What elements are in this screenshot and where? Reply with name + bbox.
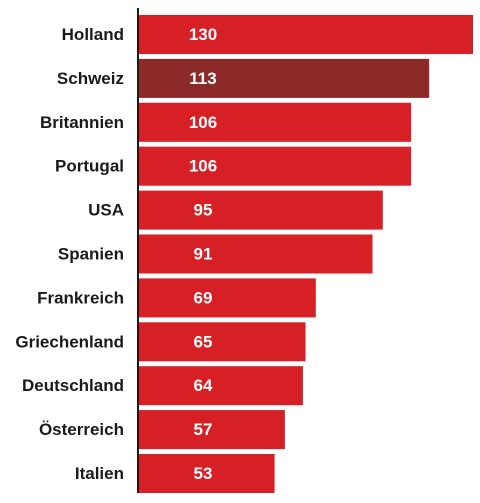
- bar-usa: [138, 190, 383, 230]
- value-label-portugal: 106: [189, 157, 217, 176]
- category-label-deutschland: Deutschland: [22, 376, 124, 395]
- category-label-usa: USA: [88, 201, 124, 220]
- category-label-schweiz: Schweiz: [57, 69, 124, 88]
- category-label-spanien: Spanien: [58, 245, 124, 264]
- bar--sterreich: [138, 410, 285, 450]
- category-label-griechenland: Griechenland: [15, 332, 124, 351]
- bar-italien: [138, 454, 275, 493]
- bar-frankreich: [138, 278, 316, 318]
- bar-deutschland: [138, 366, 303, 406]
- category-label-italien: Italien: [75, 464, 124, 483]
- bar-griechenland: [138, 322, 306, 362]
- bar-schweiz: [138, 58, 430, 98]
- value-label-spanien: 91: [194, 245, 213, 264]
- value-label-frankreich: 69: [194, 288, 213, 307]
- value-label-griechenland: 65: [194, 332, 213, 351]
- bar-spanien: [138, 234, 373, 274]
- bars-group: [138, 15, 473, 493]
- value-label-italien: 53: [194, 464, 213, 483]
- category-label-portugal: Portugal: [55, 157, 124, 176]
- bar-britannien: [138, 102, 412, 142]
- value-label-deutschland: 64: [194, 376, 213, 395]
- value-label-usa: 95: [194, 201, 213, 220]
- value-label--sterreich: 57: [194, 420, 213, 439]
- bar-holland: [138, 15, 473, 54]
- category-label-holland: Holland: [62, 25, 124, 44]
- category-label--sterreich: Österreich: [39, 420, 124, 439]
- category-label-frankreich: Frankreich: [37, 288, 124, 307]
- bar-portugal: [138, 146, 412, 186]
- category-labels-group: Holland Schweiz Britannien Portugal USA Spani…: [15, 25, 124, 483]
- category-label-britannien: Britannien: [40, 113, 124, 132]
- value-label-schweiz: 113: [189, 69, 216, 88]
- value-label-holland: 130: [189, 25, 217, 44]
- value-label-britannien: 106: [189, 113, 217, 132]
- value-labels-group: 130 113 106 106 95 91 69 65 64 57 53: [189, 25, 217, 483]
